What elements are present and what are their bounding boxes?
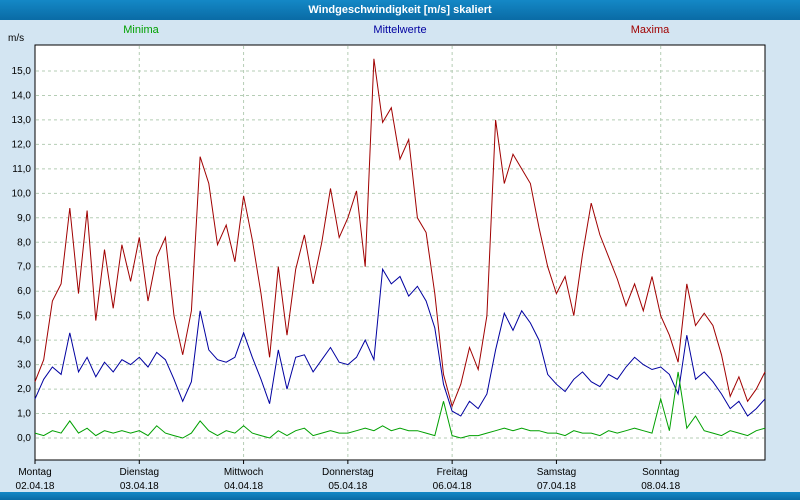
x-day-label: Sonntag xyxy=(642,467,679,478)
y-tick-label: 1,0 xyxy=(17,409,31,420)
series-maxima-line xyxy=(34,58,766,408)
bottom-bar xyxy=(0,492,800,500)
x-date-label: 05.04.18 xyxy=(328,481,367,492)
x-day-label: Donnerstag xyxy=(322,467,374,478)
series-minima-line xyxy=(34,371,766,439)
y-tick-label: 15,0 xyxy=(12,66,32,77)
series-mittelwerte-line xyxy=(34,267,766,417)
y-tick-label: 2,0 xyxy=(17,384,31,395)
y-tick-label: 6,0 xyxy=(17,286,31,297)
x-date-label: 02.04.18 xyxy=(16,481,55,492)
x-day-label: Montag xyxy=(18,467,51,478)
y-tick-label: 10,0 xyxy=(12,188,32,199)
y-axis-unit-label: m/s xyxy=(8,33,24,44)
title-bar: Windgeschwindigkeit [m/s] skaliert xyxy=(0,0,800,20)
gridlines xyxy=(36,46,764,459)
plot-area xyxy=(34,44,766,461)
window-title: Windgeschwindigkeit [m/s] skaliert xyxy=(308,4,492,16)
y-axis-labels: 0,0 1,0 2,0 3,0 4,0 5,0 6,0 7,0 8,0 9,0 10,0 11,0 12… xyxy=(12,66,32,444)
y-tick-label: 14,0 xyxy=(12,90,32,101)
y-tick-label: 7,0 xyxy=(17,262,31,273)
x-day-label: Dienstag xyxy=(120,467,159,478)
y-tick-label: 8,0 xyxy=(17,237,31,248)
y-tick-label: 9,0 xyxy=(17,213,31,224)
y-tick-label: 5,0 xyxy=(17,311,31,322)
y-tick-label: 11,0 xyxy=(12,164,31,175)
x-axis-labels: Montag 02.04.18 Dienstag 03.04.18 Mittwoch 04… xyxy=(16,460,681,492)
y-tick-label: 4,0 xyxy=(17,335,31,346)
x-date-label: 04.04.18 xyxy=(224,481,263,492)
y-tick-label: 0,0 xyxy=(17,433,31,444)
x-day-label: Mittwoch xyxy=(224,467,263,478)
y-tick-label: 12,0 xyxy=(12,139,32,150)
legend-mittelwerte: Mittelwerte xyxy=(373,24,427,36)
x-day-label: Freitag xyxy=(437,467,468,478)
x-date-label: 06.04.18 xyxy=(433,481,472,492)
x-date-label: 03.04.18 xyxy=(120,481,159,492)
legend-minima: Minima xyxy=(123,24,159,36)
y-tick-label: 13,0 xyxy=(12,115,32,126)
y-tick-label: 3,0 xyxy=(17,360,31,371)
legend-maxima: Maxima xyxy=(630,24,670,36)
x-date-label: 08.04.18 xyxy=(641,481,680,492)
x-day-label: Samstag xyxy=(537,467,576,478)
x-date-label: 07.04.18 xyxy=(537,481,576,492)
